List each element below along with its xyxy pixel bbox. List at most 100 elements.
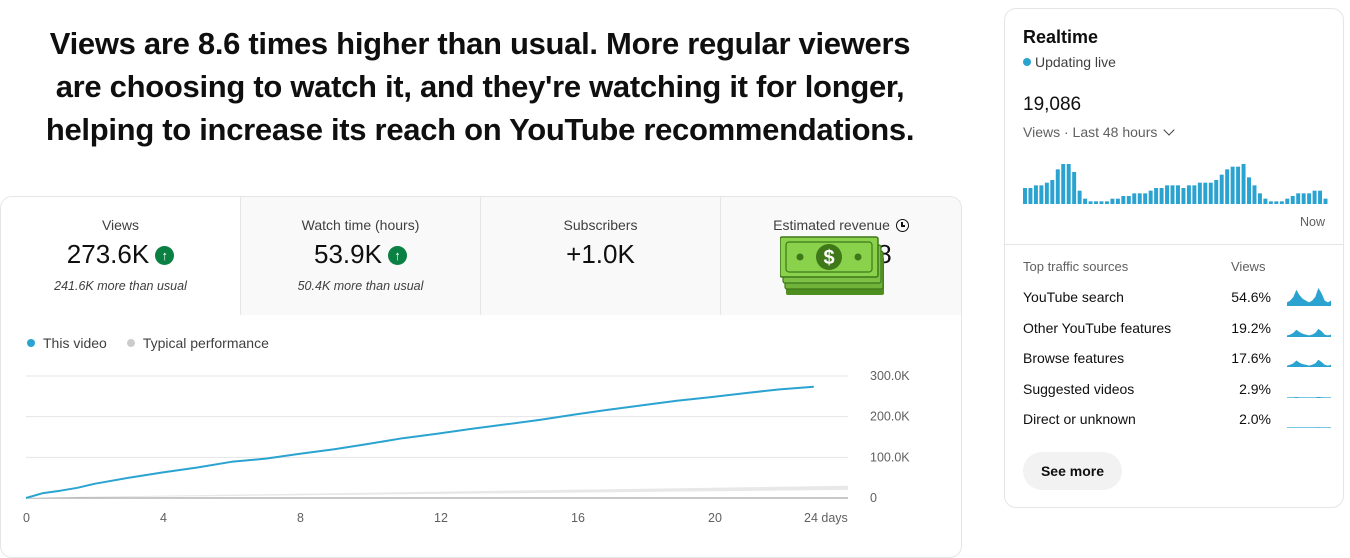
realtime-bar [1192,185,1197,204]
metric-value-text: 53.9K [314,239,382,269]
realtime-bar [1208,182,1213,204]
traffic-views-header: Views [1231,259,1266,274]
traffic-source-percent: 17.6% [1231,350,1271,366]
realtime-card: Realtime Updating live 19,086 Views · La… [1004,8,1344,508]
traffic-source-row[interactable]: Suggested videos 2.9% [1023,381,1331,411]
realtime-bar [1279,201,1284,204]
clock-icon [895,219,909,232]
realtime-bar [1121,196,1126,204]
realtime-bar [1083,198,1088,204]
realtime-bar [1274,201,1279,204]
metric-value-text: 273.6K [66,239,150,269]
headline: Views are 8.6 times higher than usual. M… [40,22,920,151]
realtime-bar [1104,201,1109,204]
headline-line: are choosing to watch it, and they're wa… [55,69,905,104]
traffic-sparkline [1287,328,1331,337]
traffic-sources-header: Top traffic sources Views [1023,259,1325,274]
realtime-bar [1296,193,1301,204]
realtime-bar [1285,198,1290,204]
realtime-bar [1110,198,1115,204]
traffic-source-percent: 2.0% [1239,411,1271,427]
realtime-bar [1176,185,1180,204]
traffic-sparkline [1287,288,1331,306]
traffic-source-row[interactable]: Direct or unknown 2.0% [1023,411,1331,441]
realtime-bar-chart[interactable] [1023,159,1329,209]
sparkline-area [1287,396,1331,398]
realtime-bar [1159,188,1164,204]
realtime-bar [1323,198,1328,204]
realtime-bar [1132,193,1137,204]
y-tick-label: 0 [870,491,877,505]
bill-seal [816,244,842,270]
sparkline-area [1287,359,1331,367]
realtime-now-label: Now [1299,215,1325,229]
bill-dot [796,253,804,261]
realtime-bar [1143,193,1148,204]
realtime-bar [1257,193,1262,204]
metric-label: Estimated revenue [721,217,961,233]
realtime-bar [1148,190,1153,204]
chevron-down-icon [1163,124,1176,136]
metric-value: 53.9K ↑ [241,239,480,270]
realtime-bar [1050,180,1055,204]
dollar-sign-icon: $ [823,247,834,269]
y-tick-label: 300.0K [870,369,910,383]
metric-label: Subscribers [563,217,638,233]
traffic-source-percent: 19.2% [1231,319,1271,336]
legend-label: This video [43,335,107,351]
realtime-bar [1061,164,1066,204]
realtime-bar [1290,196,1295,204]
realtime-bar [1268,201,1273,204]
metric-comparison: 241.6K more than usual [54,279,187,293]
live-dot-icon [1023,58,1031,66]
arrow-up-icon: ↑ [155,246,175,265]
metric-tab-subscribers[interactable]: Subscribers +1.0K [481,197,721,315]
metric-tab-views[interactable]: Views 273.6K ↑ 241.6K more than usual [1,197,241,315]
realtime-bar [1225,169,1230,204]
traffic-sparkline [1287,396,1331,398]
traffic-sparkline [1287,359,1331,367]
x-tick-label: 8 [297,511,304,525]
money-stack-icon: $ [780,236,884,295]
headline-line: Views are 8.6 times higher than usual. M… [49,26,911,61]
traffic-source-percent: 54.6% [1231,289,1271,305]
views-chart[interactable]: 0 100.0K 200.0K 300.0K 0 4 8 12 16 20 24 days [0,360,960,550]
realtime-bar [1077,190,1082,204]
realtime-bar [1072,172,1077,204]
typical-performance-band [26,485,848,498]
metric-tabs: Views 273.6K ↑ 241.6K more than usual Wat… [1,197,961,315]
realtime-bar [1126,196,1131,204]
metric-label-text: Estimated revenue [773,217,890,233]
traffic-source-label: Direct or unknown [1023,411,1136,427]
realtime-bar [1115,198,1120,204]
realtime-bar [1137,193,1142,204]
traffic-source-row[interactable]: Other YouTube features 19.2% [1023,320,1331,350]
realtime-bar [1154,188,1159,204]
realtime-bar [1066,164,1071,204]
metric-label: Views [101,217,140,233]
traffic-source-row[interactable]: Browse features 17.6% [1023,350,1331,380]
metric-tab-watch-time[interactable]: Watch time (hours) 53.9K ↑ 50.4K more tha… [241,197,481,315]
headline-line: helping to increase its reach on YouTube… [45,112,915,147]
metric-comparison: 50.4K more than usual [297,279,424,293]
x-tick-label: 4 [160,511,167,525]
realtime-bar [1099,201,1104,204]
traffic-source-percent: 2.9% [1239,380,1271,397]
y-tick-label: 200.0K [870,410,910,424]
see-more-button[interactable]: See more [1023,452,1122,490]
realtime-bar [1094,201,1098,204]
legend-item[interactable]: Typical performance [126,335,269,351]
legend-dot [126,339,135,347]
legend-item[interactable]: This video [27,335,107,351]
realtime-bar [1028,188,1033,204]
realtime-status-text: Updating live [1035,54,1116,70]
traffic-source-label: Other YouTube features [1023,319,1172,336]
realtime-bar [1247,177,1251,204]
realtime-bar [1230,166,1235,204]
realtime-period-dropdown[interactable]: Views · Last 48 hours [1023,124,1176,140]
traffic-source-row[interactable]: YouTube search 54.6% [1023,288,1331,319]
realtime-bar [1055,169,1060,204]
y-tick-label: 100.0K [870,450,910,464]
realtime-bar [1181,188,1186,204]
metric-value: +1.0K [566,239,635,269]
